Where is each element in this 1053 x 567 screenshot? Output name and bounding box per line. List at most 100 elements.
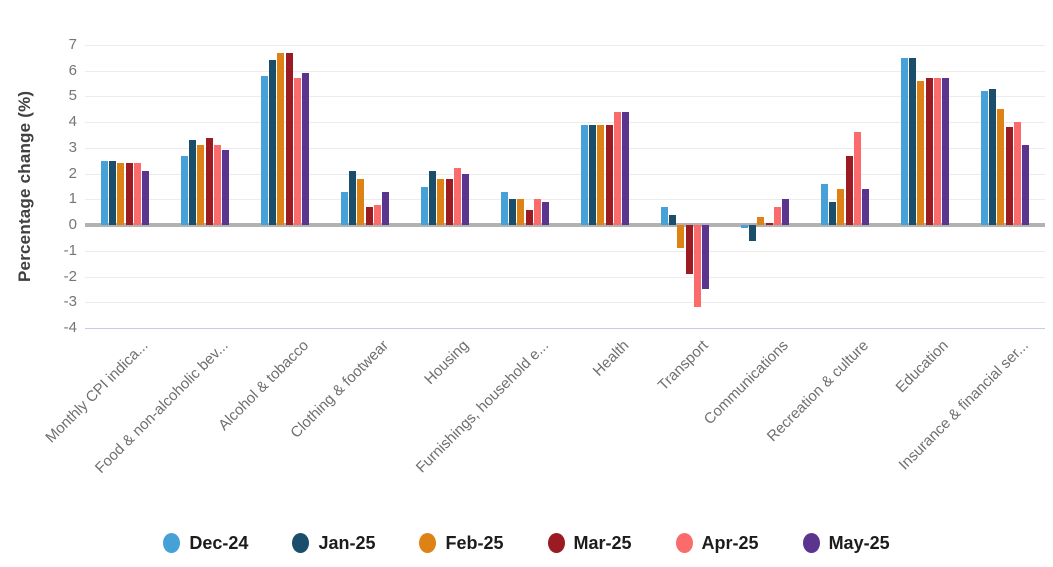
legend-label: Dec-24 xyxy=(189,532,249,553)
legend-marker-icon xyxy=(163,533,181,553)
bar-jan-25-12[interactable] xyxy=(989,88,997,226)
x-axis-label: Communications xyxy=(701,337,793,429)
bar-mar-25-7[interactable] xyxy=(605,124,613,226)
bar-may-25-2[interactable] xyxy=(222,150,229,226)
bar-feb-25-4[interactable] xyxy=(357,178,365,226)
bar-jan-25-3[interactable] xyxy=(269,60,277,226)
bar-jan-25-8[interactable] xyxy=(669,214,677,226)
bar-mar-25-9[interactable] xyxy=(765,222,773,226)
bar-feb-25-6[interactable] xyxy=(517,199,525,226)
bar-mar-25-3[interactable] xyxy=(285,52,293,226)
bar-may-25-9[interactable] xyxy=(782,199,789,226)
legend-label: Mar-25 xyxy=(573,532,632,553)
bar-mar-25-12[interactable] xyxy=(1005,127,1013,226)
y-tick-label: 6 xyxy=(68,61,77,79)
bar-apr-25-8[interactable] xyxy=(693,225,701,308)
bar-may-25-4[interactable] xyxy=(382,191,389,226)
bar-apr-25-7[interactable] xyxy=(613,111,621,226)
bar-feb-25-5[interactable] xyxy=(437,178,445,226)
bar-dec-24-12[interactable] xyxy=(981,91,988,226)
bar-mar-25-5[interactable] xyxy=(445,178,453,226)
bar-dec-24-5[interactable] xyxy=(421,186,428,226)
bar-apr-25-3[interactable] xyxy=(293,78,301,226)
bar-dec-24-11[interactable] xyxy=(901,57,908,226)
bar-dec-24-3[interactable] xyxy=(261,75,268,226)
bar-feb-25-2[interactable] xyxy=(197,145,205,226)
legend-item-feb-25[interactable]: Feb-25 xyxy=(419,533,504,554)
bar-apr-25-12[interactable] xyxy=(1013,122,1021,226)
bar-may-25-1[interactable] xyxy=(142,171,149,226)
bar-may-25-7[interactable] xyxy=(622,111,629,226)
bar-apr-25-1[interactable] xyxy=(133,163,141,226)
bar-dec-24-8[interactable] xyxy=(661,207,668,226)
legend-marker-icon xyxy=(675,533,693,553)
bar-dec-24-9[interactable] xyxy=(741,225,748,228)
y-tick-label: -1 xyxy=(63,241,77,259)
y-tick-label: 0 xyxy=(68,216,77,234)
bar-dec-24-1[interactable] xyxy=(101,160,108,226)
bar-dec-24-10[interactable] xyxy=(821,183,828,226)
bar-jan-25-5[interactable] xyxy=(429,171,437,226)
bar-dec-24-6[interactable] xyxy=(501,191,508,226)
legend-marker-icon xyxy=(292,533,310,553)
gridline xyxy=(85,276,1045,278)
bar-apr-25-2[interactable] xyxy=(213,145,221,226)
bar-dec-24-4[interactable] xyxy=(341,191,348,226)
legend-item-mar-25[interactable]: Mar-25 xyxy=(547,532,632,554)
bar-feb-25-11[interactable] xyxy=(917,81,925,226)
bar-feb-25-3[interactable] xyxy=(277,52,285,226)
legend-item-dec-24[interactable]: Dec-24 xyxy=(163,533,248,554)
bar-jan-25-10[interactable] xyxy=(829,201,837,226)
legend-marker-icon xyxy=(547,533,565,553)
bar-jan-25-6[interactable] xyxy=(509,199,517,226)
legend-item-may-25[interactable]: May-25 xyxy=(802,533,890,554)
legend-item-apr-25[interactable]: Apr-25 xyxy=(675,533,759,554)
bar-mar-25-6[interactable] xyxy=(525,209,533,226)
gridline xyxy=(85,199,1045,201)
bar-apr-25-6[interactable] xyxy=(533,199,541,226)
bar-may-25-12[interactable] xyxy=(1022,145,1029,226)
bar-feb-25-1[interactable] xyxy=(117,163,125,226)
bar-jan-25-9[interactable] xyxy=(749,225,757,241)
x-axis-label: Health xyxy=(589,337,633,380)
bar-mar-25-8[interactable] xyxy=(685,225,693,274)
bar-apr-25-4[interactable] xyxy=(373,204,381,226)
bar-feb-25-12[interactable] xyxy=(997,109,1005,226)
bar-mar-25-10[interactable] xyxy=(845,155,853,226)
bar-may-25-5[interactable] xyxy=(462,173,469,226)
bar-feb-25-10[interactable] xyxy=(837,189,845,226)
bar-apr-25-9[interactable] xyxy=(773,207,781,226)
y-axis-tick-labels: 7 6 5 4 3 2 1 0 -1 -2 -3 -4 xyxy=(0,0,77,567)
y-tick-label: 4 xyxy=(68,113,77,131)
bar-feb-25-8[interactable] xyxy=(677,225,685,249)
gridline xyxy=(85,122,1045,124)
bar-jan-25-4[interactable] xyxy=(349,171,357,226)
bar-mar-25-2[interactable] xyxy=(205,137,213,226)
bar-may-25-8[interactable] xyxy=(702,225,709,290)
bar-may-25-11[interactable] xyxy=(942,78,949,226)
bar-apr-25-11[interactable] xyxy=(933,78,941,226)
bar-jan-25-1[interactable] xyxy=(109,160,117,226)
y-tick-label: 3 xyxy=(68,138,77,156)
bar-may-25-6[interactable] xyxy=(542,201,549,226)
bar-feb-25-7[interactable] xyxy=(597,124,605,226)
bar-jan-25-2[interactable] xyxy=(189,140,197,226)
legend-item-jan-25[interactable]: Jan-25 xyxy=(292,533,375,554)
bar-apr-25-5[interactable] xyxy=(453,168,461,226)
bar-mar-25-4[interactable] xyxy=(365,207,373,226)
bar-jan-25-7[interactable] xyxy=(589,124,597,226)
bar-feb-25-9[interactable] xyxy=(757,217,765,226)
bar-apr-25-10[interactable] xyxy=(853,132,861,226)
x-axis-label: Transport xyxy=(654,337,713,395)
bar-may-25-10[interactable] xyxy=(862,189,869,226)
gridline xyxy=(85,45,1045,46)
bar-mar-25-11[interactable] xyxy=(925,78,933,226)
bar-dec-24-2[interactable] xyxy=(181,155,188,226)
bar-mar-25-1[interactable] xyxy=(125,163,133,226)
bar-dec-24-7[interactable] xyxy=(581,124,588,226)
gridline xyxy=(85,302,1045,304)
gridline xyxy=(85,96,1045,98)
bar-may-25-3[interactable] xyxy=(302,73,309,226)
bar-jan-25-11[interactable] xyxy=(909,57,917,226)
